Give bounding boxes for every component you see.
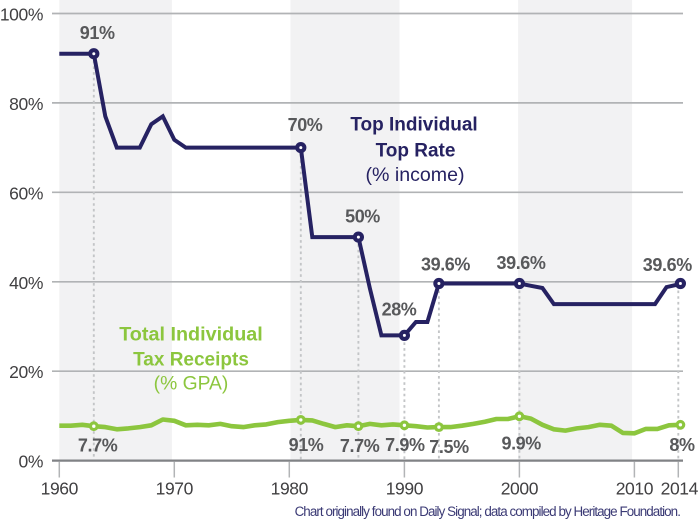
svg-text:20%: 20% bbox=[9, 362, 43, 382]
svg-text:80%: 80% bbox=[9, 94, 43, 114]
svg-text:2014: 2014 bbox=[661, 479, 699, 499]
svg-text:1960: 1960 bbox=[41, 479, 79, 499]
svg-text:1980: 1980 bbox=[271, 479, 309, 499]
svg-text:7.7%: 7.7% bbox=[78, 436, 118, 456]
svg-text:70%: 70% bbox=[288, 115, 323, 135]
svg-text:(% income): (% income) bbox=[365, 164, 464, 186]
svg-text:39.6%: 39.6% bbox=[421, 255, 470, 275]
svg-text:Chart originally found on Dail: Chart originally found on Daily Signal; … bbox=[295, 504, 681, 519]
svg-text:2000: 2000 bbox=[501, 479, 539, 499]
svg-text:50%: 50% bbox=[345, 206, 380, 226]
svg-text:100%: 100% bbox=[0, 5, 43, 25]
svg-text:Top Individual: Top Individual bbox=[350, 115, 477, 136]
svg-text:91%: 91% bbox=[289, 435, 324, 455]
svg-text:60%: 60% bbox=[9, 183, 43, 203]
svg-text:Tax Receipts: Tax Receipts bbox=[133, 350, 249, 371]
svg-text:39.6%: 39.6% bbox=[496, 253, 545, 273]
svg-text:7.9%: 7.9% bbox=[385, 435, 425, 455]
svg-text:40%: 40% bbox=[9, 273, 43, 293]
svg-text:Top Rate: Top Rate bbox=[376, 141, 456, 162]
svg-text:8%: 8% bbox=[669, 435, 695, 455]
svg-text:Total Individual: Total Individual bbox=[119, 324, 263, 346]
svg-text:28%: 28% bbox=[382, 300, 417, 320]
svg-text:39.6%: 39.6% bbox=[643, 255, 692, 275]
svg-text:(% GPA): (% GPA) bbox=[154, 374, 229, 395]
svg-text:91%: 91% bbox=[80, 23, 115, 43]
svg-text:1990: 1990 bbox=[386, 479, 424, 499]
svg-text:7.7%: 7.7% bbox=[340, 436, 380, 456]
svg-text:2010: 2010 bbox=[616, 479, 654, 499]
svg-text:1970: 1970 bbox=[156, 479, 194, 499]
svg-text:9.9%: 9.9% bbox=[501, 433, 541, 453]
svg-text:7.5%: 7.5% bbox=[429, 437, 469, 457]
svg-text:0%: 0% bbox=[19, 452, 44, 472]
